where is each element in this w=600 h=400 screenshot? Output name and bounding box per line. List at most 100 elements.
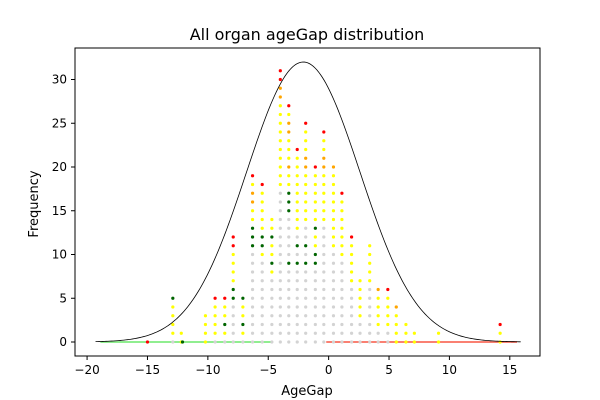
data-point [304, 156, 308, 160]
data-point [331, 235, 336, 239]
data-point [203, 331, 208, 335]
data-point [304, 244, 308, 248]
y-tick-label: 0 [59, 335, 67, 349]
data-point [287, 156, 291, 160]
data-point [171, 322, 175, 327]
x-tick-label: 15 [502, 363, 517, 377]
data-point [376, 296, 380, 300]
data-point [368, 322, 372, 327]
data-point [386, 340, 390, 344]
data-point [270, 226, 274, 230]
data-point [171, 314, 175, 318]
data-point [313, 261, 317, 265]
data-point [349, 235, 354, 239]
data-point [322, 200, 326, 204]
data-point [358, 296, 362, 300]
data-point [278, 217, 282, 222]
data-point [145, 340, 150, 344]
data-point [231, 270, 235, 274]
data-point [287, 174, 291, 178]
data-point [270, 252, 274, 257]
data-point [278, 112, 282, 117]
data-point [250, 296, 255, 300]
data-point [404, 322, 408, 327]
data-point [278, 340, 282, 344]
data-point [231, 331, 235, 335]
data-point [295, 287, 299, 292]
data-point [231, 340, 235, 344]
data-point [394, 340, 398, 344]
data-point [270, 305, 274, 309]
data-point [313, 182, 317, 187]
data-point [331, 261, 336, 265]
data-point [349, 305, 354, 309]
data-point [231, 322, 235, 327]
data-point [171, 340, 175, 344]
data-point [295, 261, 299, 265]
data-point [295, 156, 299, 160]
y-tick-label: 10 [52, 248, 67, 262]
data-point [331, 279, 336, 283]
data-point [412, 340, 416, 344]
data-point [313, 322, 317, 327]
data-point [304, 305, 308, 309]
data-point [250, 217, 255, 222]
data-point [231, 287, 235, 292]
data-point [260, 305, 264, 309]
data-point [231, 252, 235, 257]
data-point [340, 261, 344, 265]
x-tick-label: −5 [259, 363, 277, 377]
data-point [260, 191, 264, 195]
data-point [304, 191, 308, 195]
data-point [260, 244, 264, 248]
data-point [349, 331, 354, 335]
data-point [250, 182, 255, 187]
data-point [287, 112, 291, 117]
data-point [322, 209, 326, 213]
data-point [270, 217, 274, 222]
data-point [231, 261, 235, 265]
data-point [241, 305, 245, 309]
data-point [358, 279, 362, 283]
data-point [250, 200, 255, 204]
data-point [250, 322, 255, 327]
data-point [241, 331, 245, 335]
data-point [270, 340, 274, 344]
data-point [331, 165, 336, 169]
data-point [313, 235, 317, 239]
data-point [404, 331, 408, 335]
data-point [412, 331, 416, 335]
data-point [313, 200, 317, 204]
data-point [313, 314, 317, 318]
data-point [386, 296, 390, 300]
data-point [171, 305, 175, 309]
data-point [171, 331, 175, 335]
data-point [349, 340, 354, 344]
data-point [331, 252, 336, 257]
data-point [386, 331, 390, 335]
data-point [295, 279, 299, 283]
data-point [295, 235, 299, 239]
data-point [260, 279, 264, 283]
data-point [368, 252, 372, 257]
data-point [313, 217, 317, 222]
data-point [304, 261, 308, 265]
plot-area [95, 61, 521, 344]
data-point [295, 147, 299, 152]
x-tick-label: −15 [135, 363, 160, 377]
data-point [223, 314, 227, 318]
data-point [368, 270, 372, 274]
data-point [260, 314, 264, 318]
data-point [278, 156, 282, 160]
data-point [213, 314, 217, 318]
data-point [278, 270, 282, 274]
data-point [278, 200, 282, 204]
axes-frame [74, 47, 541, 357]
data-point [322, 305, 326, 309]
data-point [295, 340, 299, 344]
y-tick-label: 5 [59, 291, 67, 305]
data-point [223, 296, 227, 300]
data-point [287, 104, 291, 108]
data-point [287, 279, 291, 283]
